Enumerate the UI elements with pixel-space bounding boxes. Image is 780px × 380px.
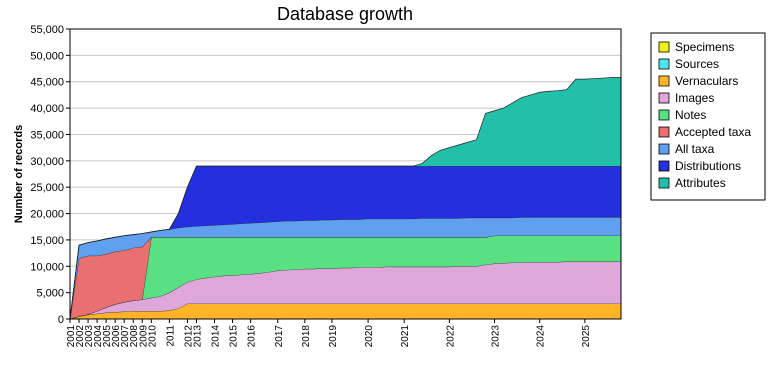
x-tick-label: 2003 <box>84 325 95 348</box>
x-tick-label: 2017 <box>274 325 285 348</box>
legend-label: Images <box>675 91 714 105</box>
x-tick-label: 2012 <box>183 325 194 348</box>
x-tick-label: 2015 <box>229 325 240 348</box>
y-tick-label: 25,000 <box>30 182 64 194</box>
legend-swatch <box>658 143 670 155</box>
x-tick-label: 2025 <box>581 325 592 348</box>
x-tick-label: 2019 <box>328 325 339 348</box>
legend-swatch <box>658 75 670 87</box>
chart-title: Database growth <box>277 4 413 24</box>
legend-swatch <box>658 109 670 121</box>
y-tick-label: 15,000 <box>30 235 64 247</box>
x-tick-label: 2001 <box>66 325 77 348</box>
x-tick-label: 2005 <box>102 325 113 348</box>
legend-label: Sources <box>675 57 719 71</box>
y-tick-label: 55,000 <box>30 24 64 36</box>
legend-label: Attributes <box>675 176 726 190</box>
y-tick-label: 20,000 <box>30 209 64 221</box>
legend-label: Notes <box>675 108 706 122</box>
area <box>70 166 621 319</box>
legend-box <box>650 32 766 201</box>
legend-label: Vernaculars <box>675 74 738 88</box>
x-tick-label: 2010 <box>147 325 158 348</box>
x-tick-label: 2021 <box>400 325 411 348</box>
area <box>70 217 621 319</box>
x-tick-label: 2024 <box>536 325 547 348</box>
y-tick-label: 50,000 <box>30 50 64 62</box>
legend-swatch <box>658 41 670 53</box>
x-tick-label: 2018 <box>301 325 312 348</box>
y-axis-label: Number of records <box>13 125 25 223</box>
x-tick-label: 2008 <box>129 325 140 348</box>
legend-swatch <box>658 160 670 172</box>
y-tick-label: 30,000 <box>30 156 64 168</box>
area <box>70 261 621 319</box>
y-tick-label: 5,000 <box>36 288 64 300</box>
x-tick-label: 2011 <box>165 325 176 347</box>
legend-label: All taxa <box>675 142 715 156</box>
x-tick-label: 2022 <box>445 325 456 348</box>
legend-swatch <box>658 58 670 70</box>
area <box>70 77 621 319</box>
x-tick-label: 2007 <box>120 325 131 348</box>
plot-frame <box>69 28 622 320</box>
legend-label: Specimens <box>675 40 734 54</box>
y-tick-label: 45,000 <box>30 77 64 89</box>
x-tick-label: 2013 <box>192 325 203 348</box>
x-tick-label: 2006 <box>111 325 122 348</box>
x-tick-label: 2014 <box>211 325 222 348</box>
x-tick-label: 2004 <box>93 325 104 348</box>
area-edge <box>69 77 621 320</box>
x-tick-label: 2023 <box>491 325 502 348</box>
legend-label: Distributions <box>675 159 741 173</box>
legend-swatch <box>658 92 670 104</box>
area <box>70 303 621 319</box>
area <box>70 235 621 319</box>
x-tick-label: 2002 <box>75 325 86 348</box>
y-tick-label: 40,000 <box>30 103 64 115</box>
legend-swatch <box>658 126 670 138</box>
legend-swatch <box>658 177 670 189</box>
y-tick-label: 0 <box>58 314 64 326</box>
y-tick-label: 35,000 <box>30 129 64 141</box>
legend-label: Accepted taxa <box>675 125 751 139</box>
x-tick-label: 2016 <box>247 325 258 348</box>
x-tick-label: 2020 <box>364 325 375 348</box>
x-tick-label: 2009 <box>138 325 149 348</box>
y-tick-label: 10,000 <box>30 261 64 273</box>
